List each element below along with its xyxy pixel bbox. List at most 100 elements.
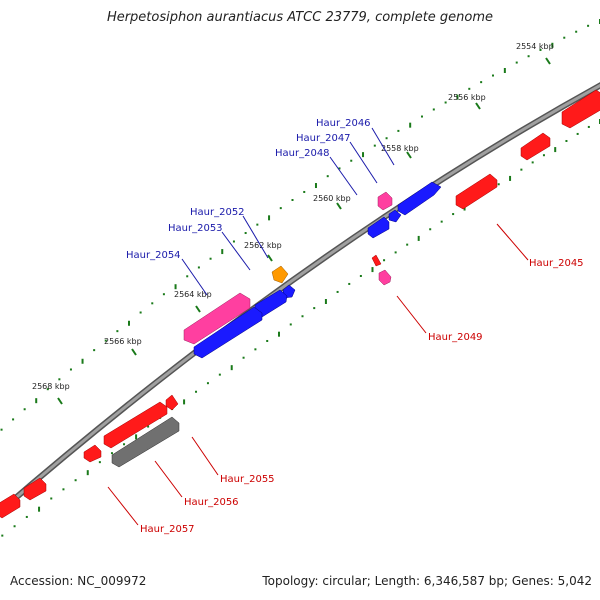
tick-dot <box>587 125 590 128</box>
gene-label[interactable]: Haur_2054 <box>126 250 181 261</box>
gene-arrow[interactable] <box>367 216 390 239</box>
tick-label: 2568 kbp <box>32 382 70 391</box>
gene-label[interactable]: Haur_2056 <box>184 497 239 508</box>
gene-arrow[interactable] <box>271 265 289 284</box>
gene-label[interactable]: Haur_2049 <box>428 332 483 343</box>
gene-arrow[interactable] <box>455 173 498 210</box>
tick-dot <box>289 323 292 326</box>
tick-dot <box>383 259 386 262</box>
tick-dot <box>38 506 41 512</box>
tick-dot <box>110 452 113 455</box>
tick-dot <box>254 348 257 351</box>
tick-dot <box>394 251 397 254</box>
tick-dot <box>456 94 459 100</box>
gene-arrow[interactable] <box>520 132 551 161</box>
tick-dot <box>244 232 247 235</box>
tick-label: 2560 kbp <box>313 194 351 203</box>
tick-dot <box>313 307 316 310</box>
tick-dot <box>195 390 198 393</box>
gene-arrow[interactable] <box>165 394 179 411</box>
gene-arrow[interactable] <box>561 89 600 129</box>
gene-arrow[interactable] <box>23 477 47 501</box>
gene-label[interactable]: Haur_2047 <box>296 133 351 144</box>
tick-dot <box>397 129 400 132</box>
tick-dot <box>576 132 579 135</box>
tick-dot <box>81 358 84 364</box>
reverse-genes <box>0 394 180 519</box>
gene-arrow[interactable] <box>0 493 21 519</box>
tick-dot <box>206 382 209 385</box>
tick-label: 2558 kbp <box>381 144 419 153</box>
tick-dot <box>23 408 26 411</box>
tick-dot <box>291 199 294 201</box>
tick-mark <box>267 254 273 262</box>
tick-dot <box>551 42 554 48</box>
tick-rings <box>0 19 600 537</box>
tick-dot <box>420 115 423 118</box>
tick-dot <box>491 74 494 77</box>
gene-label[interactable]: Haur_2053 <box>168 223 223 234</box>
map-title: Herpetosiphon aurantiacus ATCC 23779, co… <box>106 10 494 25</box>
gene-arrow[interactable] <box>183 292 251 345</box>
gene-label[interactable]: Haur_2052 <box>190 207 245 218</box>
tick-dot <box>35 398 38 404</box>
tick-mark <box>475 102 481 110</box>
tick-dot <box>324 299 327 304</box>
tick-dot <box>147 425 150 428</box>
tick-dot <box>151 302 154 305</box>
gene-arrow[interactable] <box>83 444 102 463</box>
gene-arrow[interactable] <box>378 269 392 286</box>
tick-dot <box>13 525 16 528</box>
tick-mark <box>57 397 63 405</box>
tick-dot <box>468 87 471 90</box>
tick-dot <box>385 137 388 140</box>
tick-dot <box>50 497 53 500</box>
tick-label: 2556 kbp <box>448 93 486 102</box>
tick-dot <box>554 147 557 153</box>
tick-dot <box>326 175 329 178</box>
tick-dot <box>268 215 271 221</box>
tick-dot <box>123 443 126 446</box>
tick-dot <box>98 461 101 464</box>
tick-dot <box>575 30 578 33</box>
tick-dot <box>266 339 269 342</box>
gene-label[interactable]: Haur_2048 <box>275 148 330 159</box>
tick-dot <box>93 349 96 352</box>
tick-mark <box>195 305 201 313</box>
tick-dot <box>127 320 130 326</box>
tick-mark <box>336 202 342 210</box>
tick-dot <box>218 373 221 376</box>
tick-dot <box>116 330 119 333</box>
tick-dot <box>25 515 28 518</box>
gene-label[interactable]: Haur_2046 <box>316 118 371 129</box>
gene-label[interactable]: Haur_2055 <box>220 474 275 485</box>
tick-dot <box>232 240 235 243</box>
tick-dot <box>0 428 3 431</box>
tick-dot <box>371 267 374 273</box>
gene-arrow[interactable] <box>388 209 402 223</box>
tick-dot <box>497 183 500 186</box>
gene-arrow[interactable] <box>111 416 180 468</box>
gene-arrow[interactable] <box>103 401 168 449</box>
tick-dot <box>563 36 566 39</box>
tick-dot <box>303 190 306 193</box>
tick-dot <box>314 183 317 189</box>
tick-mark <box>131 348 137 356</box>
tick-dot <box>197 266 200 269</box>
gene-arrow[interactable] <box>397 181 442 216</box>
gene-arrow[interactable] <box>377 191 393 211</box>
tick-dot <box>209 257 212 260</box>
gene-arrow[interactable] <box>371 254 382 267</box>
gene-label[interactable]: Haur_2057 <box>140 524 195 535</box>
tick-dot <box>432 108 435 111</box>
gene-label[interactable]: Haur_2045 <box>529 258 584 269</box>
tick-label: 2562 kbp <box>244 241 282 250</box>
gene-arrow[interactable] <box>193 306 263 359</box>
tick-dot <box>350 159 353 162</box>
tick-dot <box>429 228 432 231</box>
tick-dot <box>86 470 89 476</box>
tick-dot <box>46 388 49 391</box>
tick-dot <box>509 175 512 181</box>
tick-dot <box>230 365 233 371</box>
